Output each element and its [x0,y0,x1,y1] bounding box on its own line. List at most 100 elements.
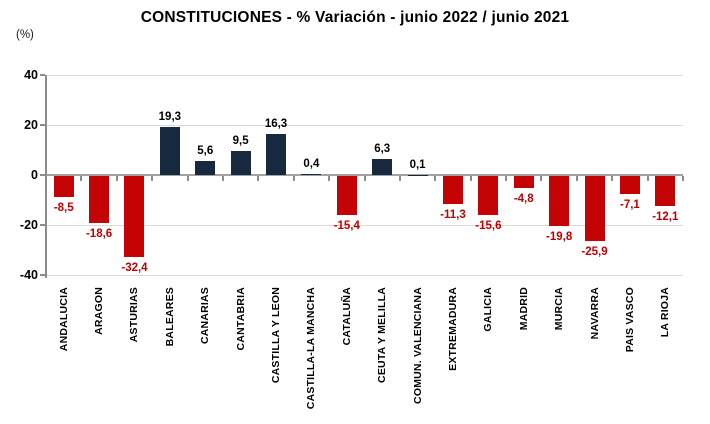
bar [124,176,145,257]
bar [442,176,463,205]
plot-area: 40 20 0 -20 -40 -8,5 ANDALUCIA -18,6 ARAGON -32,4… [20,68,684,409]
x-axis-tick [505,176,507,181]
bar-value-label: -19,8 [546,230,573,243]
category-label: CANTABRIA [223,287,258,424]
x-axis-tick [576,176,578,181]
bar [372,159,393,175]
bar-value-label: -12,1 [652,211,679,224]
bar-value-label: 0,4 [303,158,320,170]
bar-value-label: -11,3 [440,209,466,222]
category-label: BALEARES [152,287,187,424]
category-label: ANDALUCIA [46,287,81,424]
category-label-text: CATALUÑA [340,287,353,346]
x-axis-tick [257,176,259,181]
category-label-text: BALEARES [163,287,176,347]
bar [478,176,499,215]
x-axis-tick [293,176,295,181]
x-axis-tick [364,176,366,181]
bar-value-label: -15,6 [475,220,502,232]
category-label-text: ASTURIAS [128,287,141,343]
chart-title: CONSTITUCIONES - % Variación - junio 202… [140,9,570,26]
x-axis-tick [540,176,542,181]
y-tick-label: -40 [19,268,38,282]
x-axis-zero-line [46,174,683,176]
x-axis-tick [116,176,118,181]
category-label: CATALUÑA [329,287,364,424]
category-label-text: GALICIA [482,287,495,332]
category-label-text: ANDALUCIA [57,287,70,352]
y-gridline [46,275,683,276]
category-label-text: MADRID [517,287,530,331]
category-label-text: PAIS VASCO [623,287,636,353]
bar-value-label: -7,1 [619,198,640,211]
x-axis-tick [151,176,153,181]
category-label-text: MURCIA [553,287,566,331]
category-label-text: EXTREMADURA [446,287,459,371]
y-axis-tick [40,124,45,126]
category-label: ARAGON [81,287,116,424]
category-label-text: NAVARRA [588,287,601,340]
bar [53,176,74,198]
category-label: ASTURIAS [117,287,152,424]
category-label: GALICIA [471,287,506,424]
bar [266,134,287,175]
y-axis-unit-label: (%) [16,29,34,41]
category-label: NAVARRA [577,287,612,424]
bar-value-label: -18,6 [85,227,113,240]
category-label-text: CANTABRIA [234,287,247,351]
y-axis-tick [40,224,45,226]
y-tick-label: 40 [24,68,38,82]
bar-value-label: -4,8 [513,193,534,205]
bar [336,176,357,215]
category-label-text: CASTILLA-LA MANCHA [305,287,318,410]
bar-value-label: 9,5 [232,135,249,148]
x-axis-tick [682,176,684,181]
bar [89,176,110,223]
category-label: LA RIOJA [648,287,683,424]
x-axis-tick [328,176,330,181]
x-axis-tick [222,176,224,181]
category-label-text: CEUTA Y MELILLA [376,287,389,383]
bar [513,176,534,188]
y-tick-label: 0 [31,168,38,182]
bar-value-label: -25,9 [581,245,608,258]
y-gridline [46,125,683,126]
category-label: MURCIA [541,287,576,424]
x-axis-tick [399,176,401,181]
y-tick-label: -20 [19,218,38,232]
bar-value-label: -32,4 [121,262,148,274]
y-axis-tick [40,274,45,276]
bar [195,161,216,175]
y-gridline [46,75,683,76]
bar [230,151,251,175]
bar-value-label: 5,6 [197,145,214,157]
bar-value-label: 0,1 [409,158,426,171]
bar [159,126,180,175]
bar-value-label: 6,3 [374,143,391,156]
category-label-text: CANARIAS [199,287,212,345]
bar-value-label: -15,4 [333,219,360,232]
bar [655,176,676,207]
bar [584,176,605,241]
y-gridline [46,225,683,226]
bar [549,176,570,226]
category-label-text: LA RIOJA [659,287,672,338]
y-axis-tick [40,174,45,176]
bar [407,174,428,176]
category-label: CASTILLA Y LEON [258,287,293,424]
category-label: COMUN. VALENCIANA [400,287,435,424]
x-axis-tick [434,176,436,181]
x-axis-tick [647,176,649,181]
category-label: CEUTA Y MELILLA [365,287,400,424]
category-label: CASTILLA-LA MANCHA [294,287,329,424]
x-axis-tick [80,176,82,181]
bar [301,174,322,175]
category-label: EXTREMADURA [435,287,470,424]
x-axis-tick [611,176,613,181]
bar-value-label: 16,3 [264,118,288,131]
x-axis-tick [45,176,47,181]
category-label: CANARIAS [188,287,223,424]
category-label-text: ARAGON [93,287,106,335]
category-label: MADRID [506,287,541,424]
